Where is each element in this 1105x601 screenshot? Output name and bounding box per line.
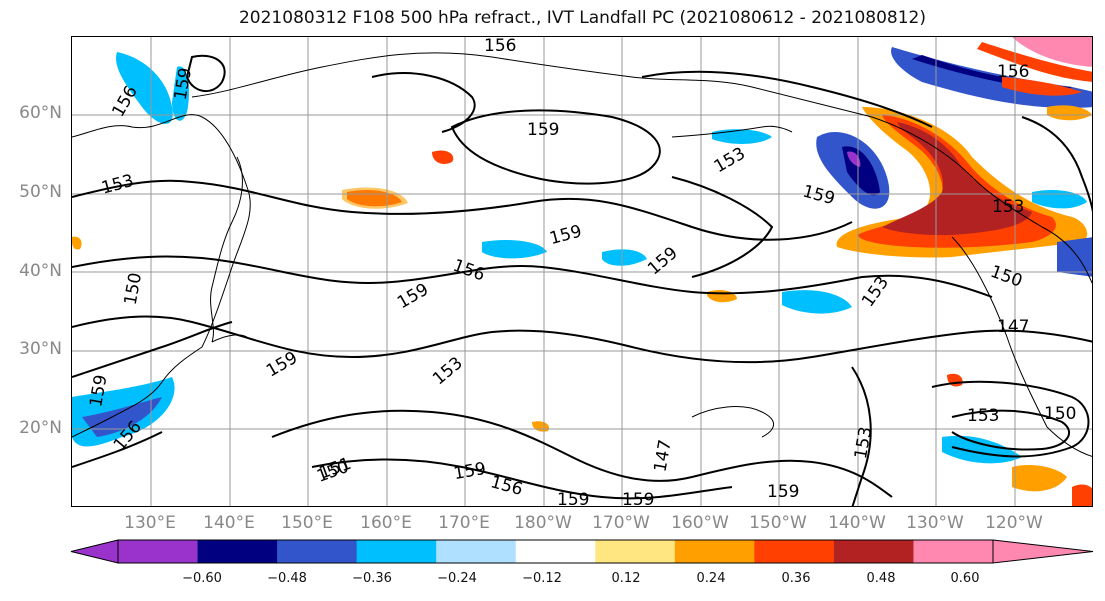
contour-label: 153 (967, 406, 999, 426)
longitude-label: 170°E (438, 513, 490, 533)
contour-label: 156 (484, 37, 516, 56)
contour-label: 153 (429, 353, 467, 389)
contour-label: 147 (650, 438, 675, 473)
negative-shading (847, 151, 861, 167)
longitude-label: 160°E (360, 513, 412, 533)
colorbar-swatch (118, 540, 199, 563)
contour-label: 153 (858, 273, 893, 311)
contour-label: 156 (450, 256, 487, 286)
longitude-label: 130°E (124, 513, 176, 533)
map-panel: 156 156 159 156 159 153 159 153 159 156 … (71, 36, 1093, 507)
colorbar-tick-label: −0.12 (522, 571, 562, 586)
contour-label: 153 (992, 197, 1024, 217)
longitude-label: 160°W (671, 513, 729, 533)
colorbar-tick-label: 0.36 (781, 571, 811, 586)
longitude-label: 120°W (985, 513, 1043, 533)
map-title: 2021080312 F108 500 hPa refract., IVT La… (238, 8, 926, 28)
colorbar-swatch (71, 540, 118, 563)
positive-shading (72, 236, 82, 250)
contour-label: 153 (711, 144, 749, 178)
contour-label: 159 (263, 348, 301, 382)
coastlines (72, 52, 1092, 457)
colorbar-swatch (197, 540, 278, 563)
positive-shading (707, 289, 737, 303)
colorbar-tick-label: −0.24 (437, 571, 477, 586)
contour-label: 150 (1044, 404, 1076, 424)
longitude-label: 140°W (828, 513, 886, 533)
longitude-label: 140°E (203, 513, 255, 533)
colorbar-swatch (833, 540, 914, 563)
contour-label: 159 (800, 182, 837, 210)
colorbar-tick-label: −0.48 (267, 571, 307, 586)
latitude-label: 30°N (19, 339, 62, 359)
longitude-label: 130°W (906, 513, 964, 533)
positive-shading (1072, 484, 1092, 506)
colorbar-swatches (71, 540, 1093, 563)
positive-shading (977, 42, 1092, 82)
contour-label: 150 (988, 262, 1025, 292)
colorbar-outline (70, 539, 119, 564)
positive-shading (1002, 77, 1082, 96)
negative-shading (172, 66, 189, 121)
longitude-label: 150°E (281, 513, 333, 533)
negative-shading (1057, 237, 1092, 277)
positive-shading (342, 187, 408, 209)
contour-label: 159 (622, 490, 654, 507)
contour-label: 150 (314, 457, 351, 487)
contour-label: 159 (394, 280, 432, 314)
contour-label: 153 (851, 425, 876, 460)
colorbar-tick-label: −0.36 (352, 571, 392, 586)
colorbar-swatch (754, 540, 835, 563)
negative-shading (1032, 190, 1087, 209)
map-canvas: 156 156 159 156 159 153 159 153 159 156 … (72, 37, 1092, 507)
colorbar-swatch (595, 540, 676, 563)
negative-shading (482, 240, 547, 259)
colorbar-outline (992, 539, 1094, 564)
contour-label: 159 (547, 221, 584, 249)
colorbar-swatch (356, 540, 437, 563)
colorbar-swatch (993, 540, 1093, 563)
positive-shading (1047, 105, 1092, 121)
latitude-label: 20°N (19, 418, 62, 438)
contour-label: 159 (644, 243, 682, 279)
contour-label: 147 (997, 317, 1029, 337)
latitude-label: 60°N (19, 103, 62, 123)
contour-label: 150 (121, 271, 146, 306)
longitude-label: 170°W (592, 513, 650, 533)
colorbar-tick-label: 0.12 (611, 571, 641, 586)
contour-label: 159 (452, 459, 487, 484)
colorbar-swatch (515, 540, 596, 563)
colorbar-tick-label: 0.48 (866, 571, 896, 586)
negative-shading (602, 249, 647, 266)
contour-layer (72, 54, 1092, 506)
contour-label: 159 (557, 490, 589, 507)
positive-shading (1012, 37, 1092, 67)
positive-shading (532, 421, 550, 432)
latitude-label: 40°N (19, 261, 62, 281)
positive-shading (1012, 465, 1067, 492)
contour-label: 156 (997, 62, 1029, 82)
colorbar-swatch (913, 540, 994, 563)
contour-label: 159 (767, 482, 799, 502)
negative-shading (782, 290, 852, 314)
colorbar-tick-label: 0.60 (950, 571, 980, 586)
colorbar (70, 539, 1094, 564)
negative-shading (712, 129, 772, 144)
positive-shading (882, 122, 1032, 236)
negative-shading (82, 397, 162, 437)
contour-label: 159 (171, 66, 196, 101)
positive-shading (432, 150, 454, 164)
negative-shading (116, 52, 173, 124)
colorbar-tick-label: 0.24 (696, 571, 726, 586)
contour-label: 159 (527, 120, 559, 140)
colorbar-swatch (674, 540, 755, 563)
graticule (72, 37, 1092, 506)
longitude-label: 180°W (514, 513, 572, 533)
longitude-label: 150°W (749, 513, 807, 533)
colorbar-swatch (277, 540, 358, 563)
colorbar-tick-label: −0.60 (182, 571, 222, 586)
colorbar-swatch (436, 540, 517, 563)
contour-label: 156 (488, 472, 525, 500)
latitude-label: 50°N (19, 182, 62, 202)
